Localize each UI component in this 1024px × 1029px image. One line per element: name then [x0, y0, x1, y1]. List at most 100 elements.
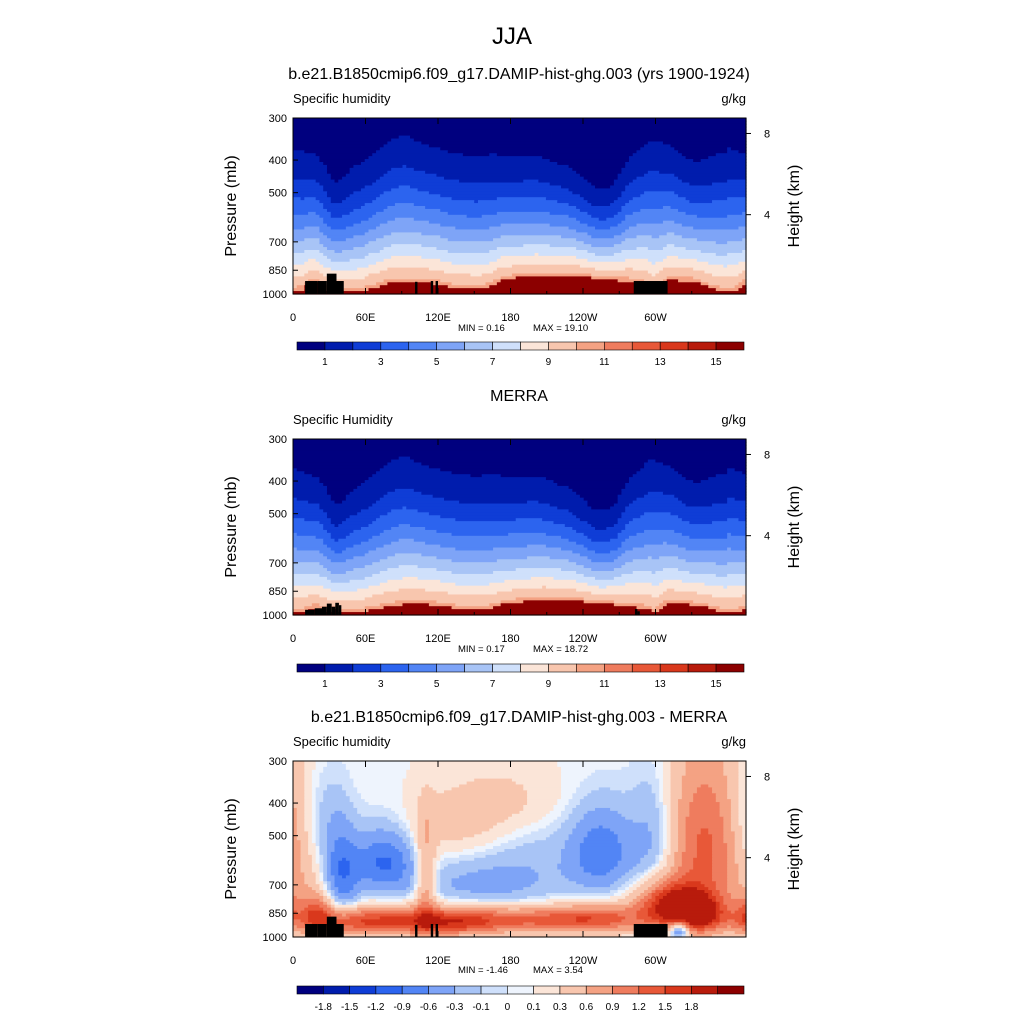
- contour-cell: [727, 535, 747, 540]
- contour-cell: [678, 837, 687, 841]
- contour-cell: [360, 206, 388, 210]
- contour-cell: [727, 925, 732, 929]
- contour-cell: [678, 497, 728, 502]
- contour-cell: [527, 802, 558, 806]
- contour-cell: [621, 843, 653, 847]
- colorbar-label: 13: [655, 357, 667, 368]
- contour-cell: [738, 810, 747, 815]
- contour-cell: [659, 851, 664, 856]
- contour-cell: [293, 919, 302, 923]
- contour-cell: [293, 562, 321, 566]
- contour-cell: [296, 532, 332, 537]
- contour-cell: [323, 898, 332, 903]
- contour-cell: [432, 787, 453, 791]
- contour-cell: [379, 582, 456, 587]
- contour-cell: [319, 816, 332, 821]
- colorbar-label: -1.5: [341, 1002, 359, 1013]
- contour-cell: [387, 579, 441, 584]
- contour-cell: [293, 769, 305, 774]
- contour-cell: [564, 805, 577, 809]
- contour-cell: [387, 512, 430, 516]
- contour-cell: [708, 895, 717, 900]
- contour-cell: [674, 872, 687, 876]
- contour-cell: [304, 793, 313, 797]
- contour-cell: [610, 787, 634, 791]
- contour-cell: [315, 822, 321, 827]
- contour-cell: [549, 503, 589, 508]
- contour-cell: [674, 931, 683, 935]
- contour-cell: [511, 778, 562, 783]
- contour-cell: [406, 810, 419, 815]
- contour-cell: [568, 813, 585, 818]
- contour-cell: [685, 928, 690, 932]
- contour-cell: [421, 790, 438, 794]
- contour-cell: [338, 901, 343, 906]
- contour-cell: [455, 547, 494, 552]
- contour-cell: [315, 825, 321, 830]
- contour-cell: [662, 831, 668, 835]
- contour-cell: [689, 603, 709, 607]
- contour-cell: [730, 816, 740, 821]
- contour-cell: [587, 535, 619, 540]
- contour-cell: [662, 796, 672, 800]
- contour-cell: [568, 509, 626, 513]
- contour-cell: [542, 585, 547, 590]
- contour-cell: [315, 211, 332, 216]
- contour-cell: [621, 854, 645, 859]
- contour-cell: [308, 904, 321, 909]
- contour-cell: [406, 834, 411, 838]
- contour-cell: [304, 813, 313, 818]
- contour-cell: [323, 790, 347, 794]
- contour-cell: [319, 573, 373, 578]
- contour-cell: [644, 465, 672, 469]
- contour-cell: [376, 898, 404, 903]
- contour-cell: [538, 878, 570, 882]
- contour-cell: [666, 934, 672, 938]
- contour-cell: [678, 834, 687, 838]
- contour-cell: [704, 890, 713, 894]
- contour-cell: [670, 810, 679, 815]
- contour-cell: [364, 185, 400, 189]
- contour-cell: [372, 474, 472, 478]
- contour-cell: [410, 934, 460, 938]
- contour-cell: [376, 857, 392, 862]
- contour-cell: [651, 840, 660, 844]
- contour-cell: [621, 241, 717, 245]
- contour-cell: [315, 816, 321, 821]
- contour-cell: [311, 802, 317, 806]
- contour-cell: [330, 547, 347, 552]
- contour-cell: [583, 497, 619, 502]
- contour-cell: [659, 860, 668, 865]
- contour-cell: [300, 846, 309, 850]
- contour-cell: [293, 279, 309, 283]
- contour-cell: [345, 857, 377, 862]
- contour-cell: [591, 828, 611, 832]
- y-tick-label: 400: [269, 476, 287, 488]
- colorbar-box: [715, 663, 745, 673]
- contour-cell: [462, 153, 490, 157]
- contour-cell: [421, 141, 649, 145]
- contour-cell: [655, 887, 664, 891]
- contour-cell: [330, 494, 347, 499]
- contour-cell: [644, 872, 649, 876]
- contour-cell: [368, 524, 400, 528]
- contour-cell: [617, 211, 634, 216]
- contour-cell: [326, 872, 332, 876]
- contour-cell: [413, 919, 464, 923]
- contour-cell: [417, 509, 570, 513]
- contour-cell: [345, 238, 377, 242]
- contour-cell: [568, 816, 585, 821]
- contour-cell: [349, 863, 377, 868]
- contour-cell: [587, 831, 615, 835]
- contour-cell: [293, 854, 302, 859]
- contour-cell: [515, 781, 562, 786]
- contour-cell: [293, 825, 298, 830]
- contour-cell: [349, 916, 381, 920]
- contour-cell: [625, 916, 638, 920]
- contour-cell: [326, 828, 358, 832]
- contour-cell: [440, 895, 445, 900]
- contour-cell: [383, 591, 449, 596]
- contour-cell: [315, 872, 321, 876]
- contour-cell: [659, 793, 664, 797]
